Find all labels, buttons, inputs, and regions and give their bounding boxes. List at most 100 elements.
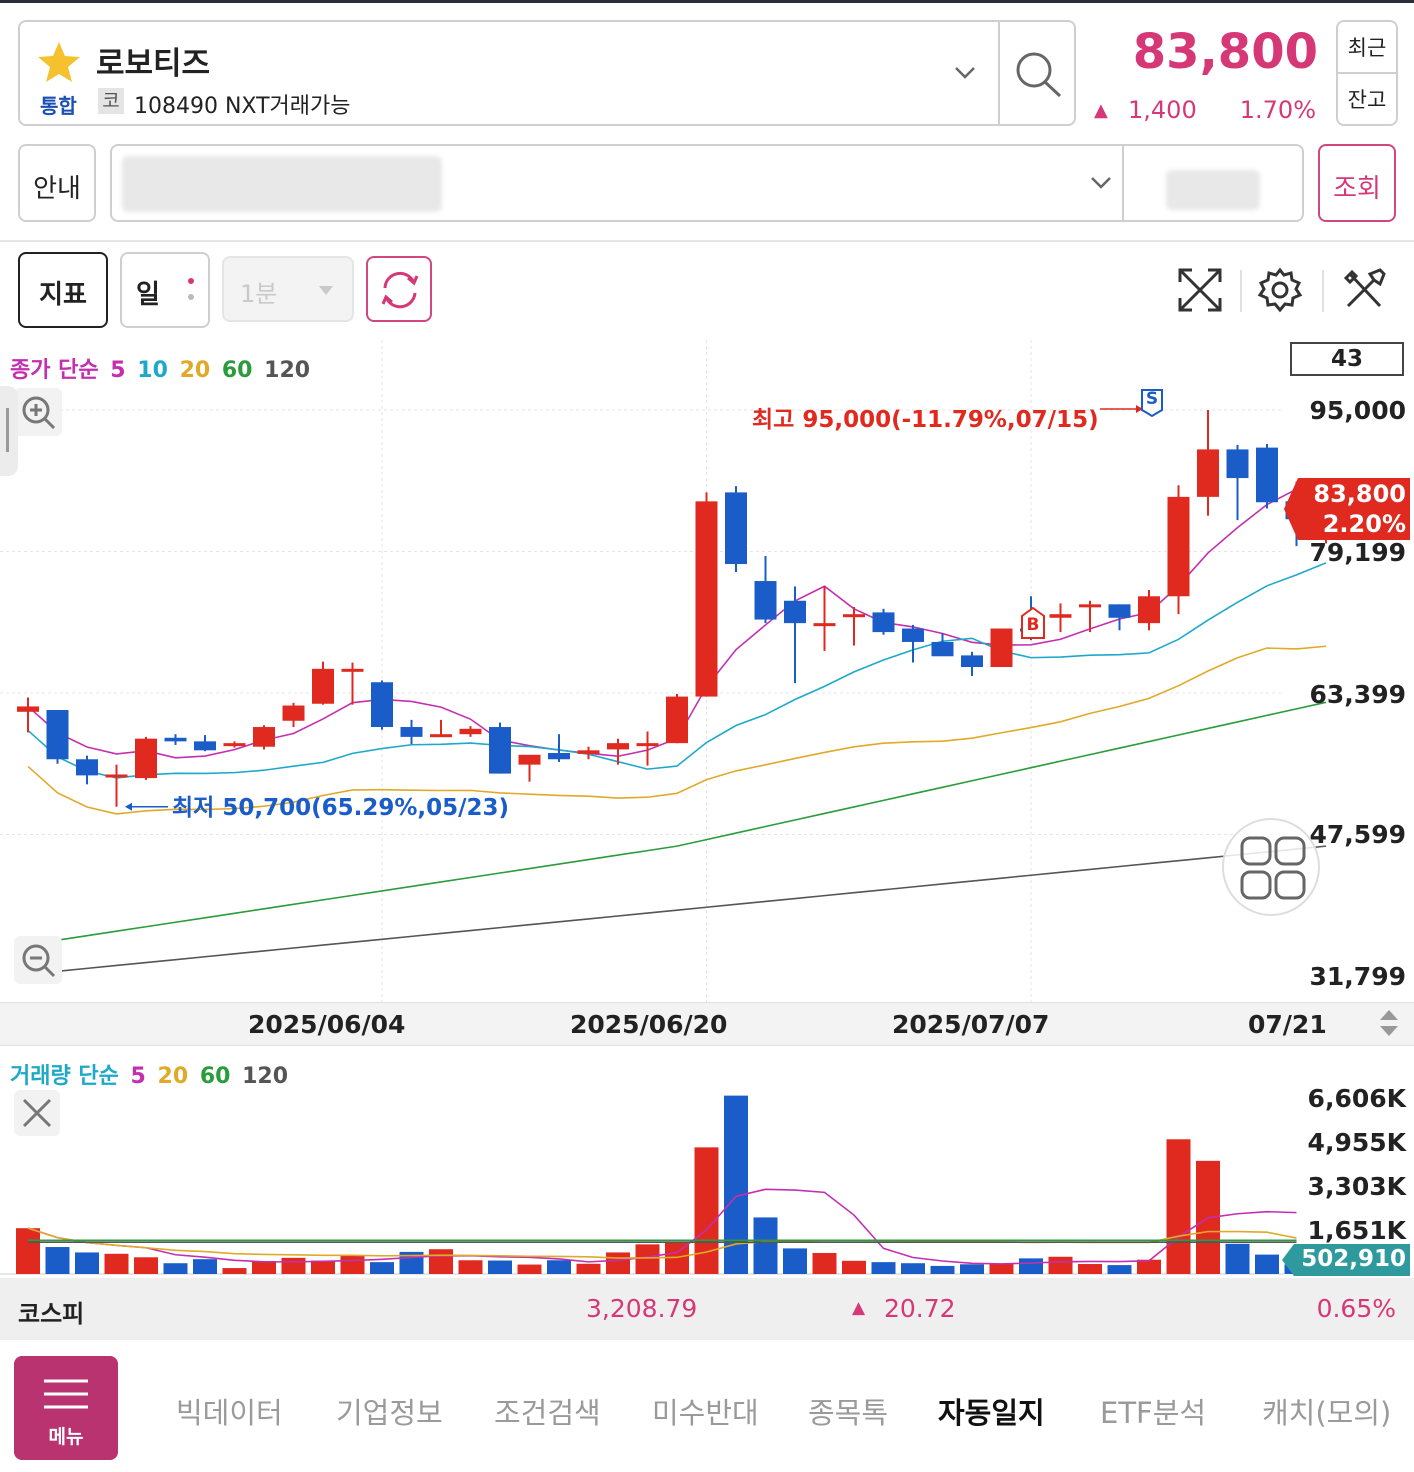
resize-handle-icon[interactable] [1378, 1008, 1400, 1042]
top-edge-bar [0, 0, 1414, 3]
signal-b-marker: B [1020, 606, 1046, 640]
chevron-down-icon[interactable] [1086, 168, 1116, 202]
indicator-button[interactable]: 지표 [18, 252, 108, 328]
volume-legend-ma-20: 20 [157, 1064, 189, 1089]
candle-body-11 [341, 668, 364, 672]
account-selector[interactable] [110, 144, 1304, 222]
legend-ma-120: 120 [264, 358, 311, 383]
y-tick-1: 95,000 [1309, 396, 1406, 425]
volume-bar-15 [458, 1260, 483, 1274]
close-icon[interactable] [14, 1090, 60, 1136]
tab-stock-talk[interactable]: 종목톡 [808, 1396, 889, 1430]
refresh-icon [376, 266, 424, 318]
candle-body-40 [1197, 449, 1219, 497]
candle-body-4 [135, 738, 157, 779]
candle-body-16 [489, 727, 511, 774]
current-price-tag: 83,800 2.20% [1284, 478, 1410, 540]
volume-bar-30 [901, 1263, 925, 1274]
candle-body-5 [164, 737, 187, 742]
signal-s-marker: S [1140, 388, 1164, 418]
zoom-in-icon[interactable] [14, 388, 62, 436]
ma20-line [27, 645, 1327, 815]
fullscreen-icon[interactable] [1176, 266, 1224, 318]
volume-bar-41 [1225, 1243, 1250, 1274]
candle-body-21 [636, 743, 659, 747]
stock-code: 108490 NXT거래가능 [134, 94, 351, 119]
volume-bar-7 [222, 1268, 247, 1274]
index-pct: 0.65% [1316, 1294, 1396, 1323]
change-percent: 1.70% [1239, 96, 1316, 124]
low-annotation: 최저 50,700(65.29%,05/23) [172, 795, 510, 821]
volume-chart[interactable] [0, 1084, 1414, 1280]
guide-button[interactable]: 안내 [18, 144, 96, 222]
tab-condition-search[interactable]: 조건검색 [494, 1396, 601, 1430]
candle-body-13 [400, 727, 423, 737]
period-button[interactable]: 일 [120, 252, 210, 328]
stock-selector[interactable]: 로보티즈 통합 코 108490 NXT거래가능 [18, 20, 1076, 126]
tab-bigdata[interactable]: 빅데이터 [176, 1396, 283, 1430]
volume-bar-23 [694, 1147, 719, 1274]
volume-chart-legend: 거래량 단순 5 20 60 120 [10, 1058, 288, 1090]
x-label-3: 2025/07/07 [892, 1010, 1050, 1039]
high-annotation: 최고 95,000(-11.79%,07/15) [752, 407, 1099, 433]
zoom-out-icon[interactable] [14, 936, 62, 984]
legend-ma-5: 5 [110, 358, 126, 383]
candle-body-1 [46, 710, 69, 760]
candle-body-35 [1049, 614, 1072, 618]
query-button[interactable]: 조회 [1318, 144, 1396, 222]
chevron-down-icon[interactable] [950, 58, 980, 92]
volume-bar-27 [812, 1252, 837, 1274]
volume-bar-10 [311, 1260, 335, 1274]
current-volume-tag: 502,910 [1282, 1244, 1410, 1276]
recent-balance-button[interactable]: 최근 잔고 [1336, 20, 1398, 126]
star-icon[interactable] [36, 40, 82, 84]
balance-label: 잔고 [1347, 88, 1387, 112]
menu-button[interactable]: 메뉴 [14, 1356, 118, 1460]
side-drawer-handle[interactable] [0, 386, 18, 476]
search-icon[interactable] [1010, 48, 1066, 104]
up-arrow-icon: ▲ [852, 1298, 866, 1318]
period-label: 일 [136, 280, 160, 310]
gear-icon[interactable] [1256, 266, 1304, 318]
volume-bar-8 [252, 1261, 276, 1274]
x-axis-band [0, 1002, 1414, 1046]
price-chart[interactable] [0, 340, 1414, 1005]
y-tick-2: 79,199 [1309, 538, 1406, 567]
account-password-masked[interactable] [1166, 170, 1260, 210]
guide-label: 안내 [33, 174, 81, 204]
index-bar[interactable]: 코스피 3,208.79 ▲ 20.72 0.65% [0, 1278, 1414, 1340]
exchange-tag: 코 [98, 88, 124, 114]
tab-margin-reverse[interactable]: 미수반대 [652, 1396, 759, 1430]
tab-etf-analysis[interactable]: ETF분석 [1100, 1396, 1207, 1430]
candle-body-22 [666, 696, 688, 744]
tools-icon[interactable] [1340, 266, 1388, 318]
volume-bar-33 [989, 1263, 1014, 1274]
refresh-button[interactable] [366, 256, 432, 322]
tab-catch-mock[interactable]: 캐치(모의) [1262, 1396, 1392, 1430]
candle-body-24 [725, 492, 747, 565]
volume-ma5-line [27, 1188, 1297, 1265]
volume-bar-4 [134, 1257, 158, 1274]
change-value: 1,400 [1128, 96, 1197, 124]
hamburger-icon [44, 1378, 88, 1416]
recent-label: 최근 [1347, 36, 1387, 60]
volume-bar-29 [871, 1262, 896, 1274]
volume-bar-1 [45, 1247, 70, 1274]
volume-bar-17 [517, 1264, 542, 1274]
current-price-tag-pct: 2.20% [1322, 510, 1406, 538]
volume-bar-35 [1048, 1256, 1073, 1274]
interval-select[interactable]: 1분 [222, 256, 354, 322]
tab-auto-journal[interactable]: 자동일지 [938, 1396, 1045, 1430]
volume-bar-9 [281, 1257, 306, 1274]
volume-legend-prefix: 거래량 단순 [10, 1064, 119, 1089]
more-dots-icon-2 [188, 294, 194, 300]
legend-ma-60: 60 [221, 358, 253, 383]
volume-y-tick-2: 4,955K [1307, 1128, 1406, 1157]
grid-view-icon[interactable] [1222, 818, 1320, 916]
candle-body-15 [459, 728, 482, 735]
candle-body-30 [902, 628, 924, 642]
tab-company-info[interactable]: 기업정보 [336, 1396, 443, 1430]
divider [1322, 270, 1324, 312]
volume-bar-28 [842, 1260, 866, 1274]
ma120-line [27, 845, 1327, 975]
